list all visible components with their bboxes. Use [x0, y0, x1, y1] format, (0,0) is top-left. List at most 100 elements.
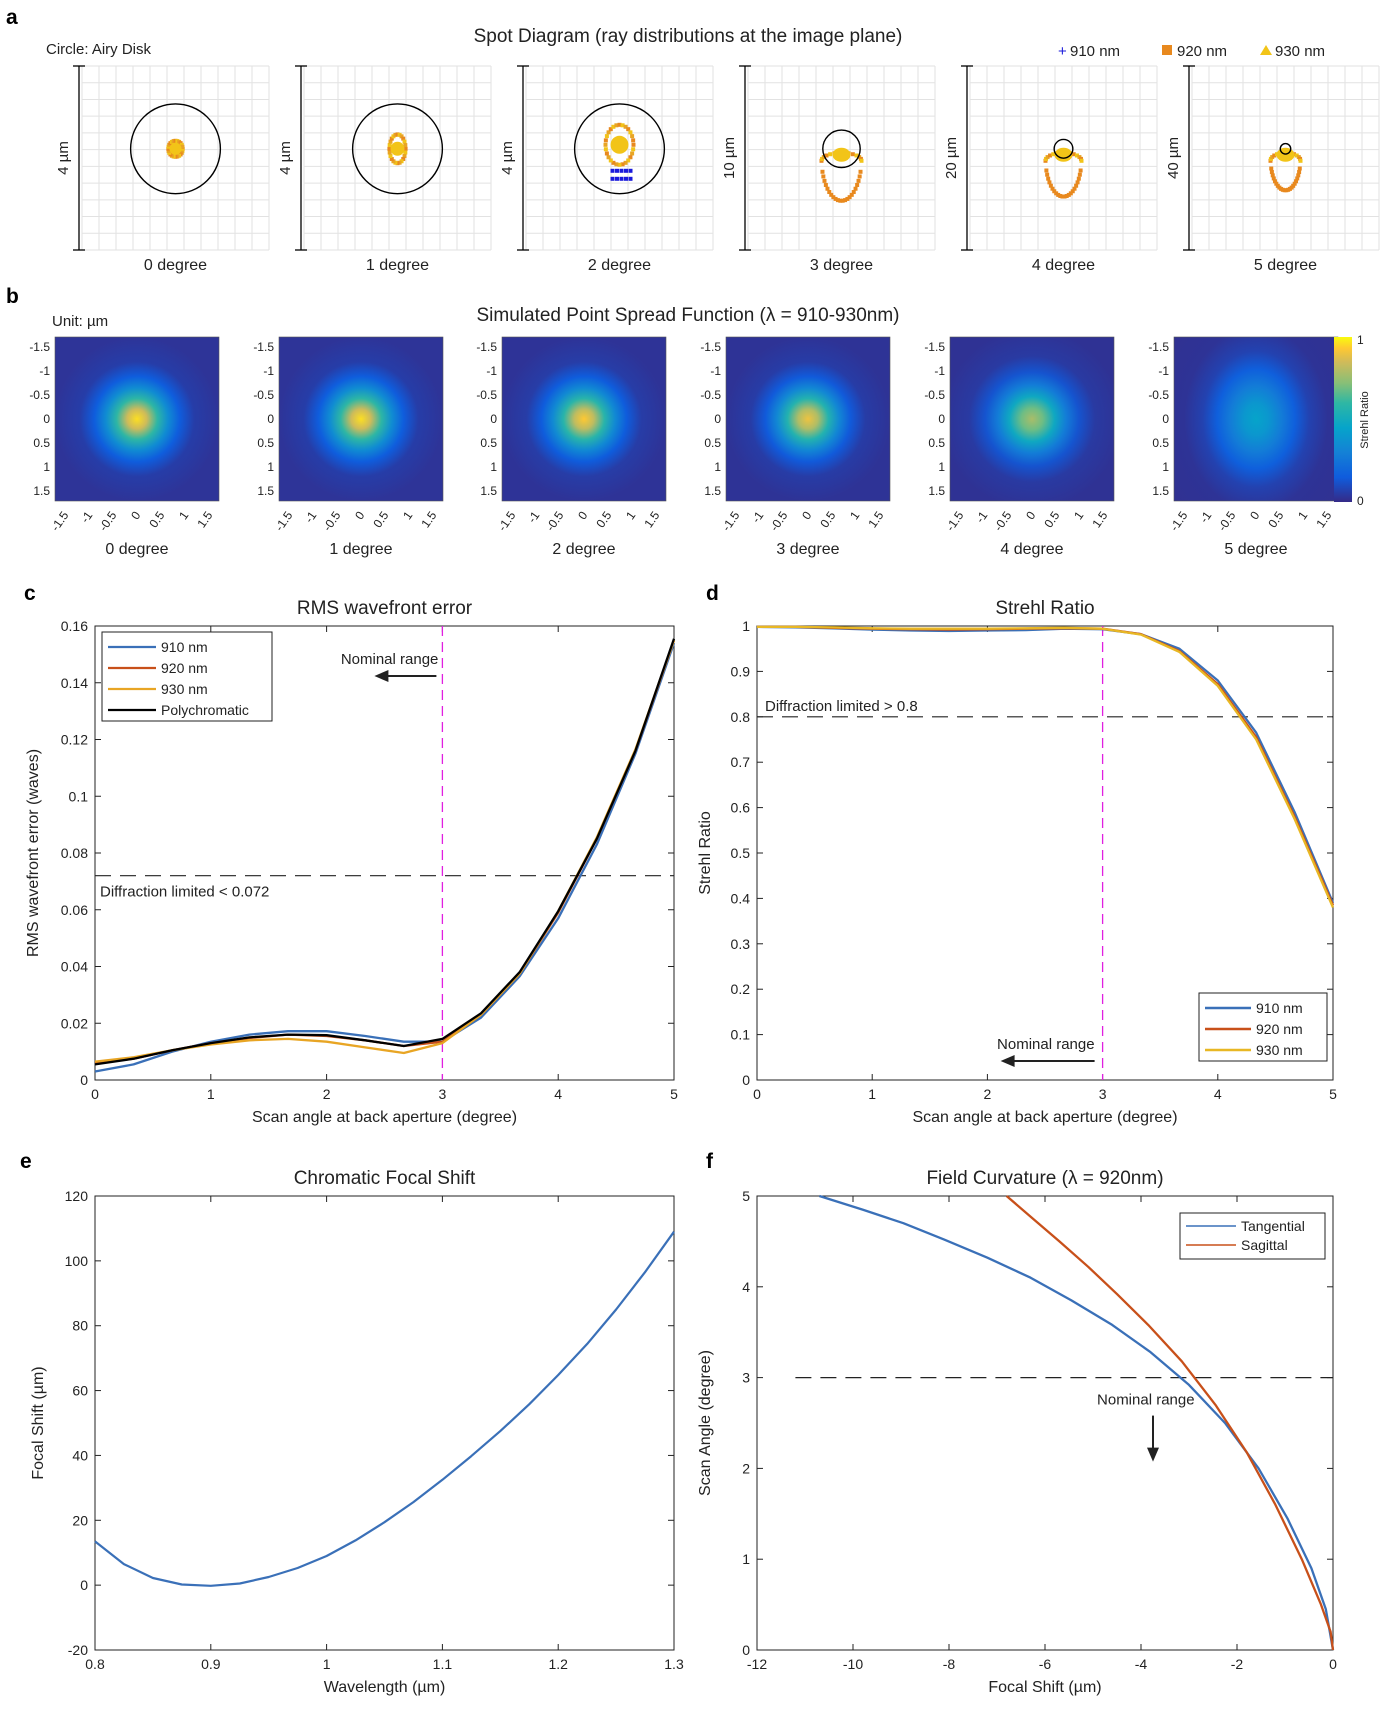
ray-dot — [631, 142, 636, 147]
psf-ytick: 1.5 — [704, 484, 721, 498]
airy-disk-circle — [573, 103, 666, 195]
hline-label: Diffraction limited < 0.072 — [100, 884, 269, 901]
psf-xtick: 0.5 — [593, 508, 614, 530]
airy-disk-circle — [1279, 142, 1292, 155]
ray-dot — [1056, 192, 1061, 197]
y-tick-label: 100 — [65, 1253, 89, 1269]
ray-dot — [1271, 176, 1276, 181]
psf-image — [1174, 337, 1338, 501]
ray-dot — [1060, 194, 1065, 199]
psf-xtick: -0.5 — [991, 508, 1015, 533]
ray-dot — [387, 143, 392, 148]
legend-930-marker — [1260, 45, 1272, 55]
psf-xtick: 0 — [1023, 508, 1038, 522]
ray-dot — [403, 143, 408, 148]
psf-ytick: -0.5 — [29, 388, 50, 402]
ray-dot — [393, 132, 398, 137]
legend-910-label: 910 nm — [1070, 43, 1120, 60]
legend-910-marker: + — [1058, 43, 1067, 60]
psf-ytick: 1.5 — [928, 484, 945, 498]
ray-dot — [395, 132, 400, 137]
airy-disk-circle — [822, 129, 861, 169]
ray-dot — [1298, 158, 1303, 163]
y-tick-label: 0.1 — [69, 788, 89, 804]
legend-label: 920 nm — [1256, 1021, 1303, 1037]
y-tick-label: 0 — [80, 1577, 88, 1593]
psf-xtick: 0.5 — [146, 508, 167, 530]
ray-dot — [1275, 183, 1280, 188]
psf-image — [502, 337, 666, 501]
y-tick-label: 0.3 — [731, 936, 751, 952]
spot-panel-4: 20 µm 4 degree — [943, 65, 1158, 274]
legend-label: Tangential — [1241, 1218, 1305, 1234]
ray-dot — [827, 190, 832, 195]
series-line-sagittal — [1005, 1195, 1335, 1651]
panel-letter-e: e — [20, 1150, 32, 1173]
psf-xtick: 1 — [176, 508, 191, 522]
x-tick-label: 3 — [1099, 1086, 1107, 1102]
ray-dot — [843, 198, 848, 203]
psf-xtick: 1 — [847, 508, 862, 522]
ray-dot — [847, 195, 852, 200]
psf-ytick: -1 — [486, 364, 497, 378]
psf-panel-label: 2 degree — [552, 541, 615, 558]
ray-dot — [603, 142, 608, 147]
y-tick-label: 80 — [72, 1318, 88, 1334]
legend-label: 930 nm — [1256, 1042, 1303, 1058]
y-tick-label: 0.6 — [731, 800, 751, 816]
psf-ytick: 1.5 — [33, 484, 50, 498]
ray-dot — [1046, 176, 1051, 181]
panel-letter-f: f — [706, 1150, 714, 1173]
ray-dot — [402, 139, 407, 144]
psf-xtick: 1.5 — [641, 508, 662, 530]
legend-label: 930 nm — [161, 681, 208, 697]
psf-ytick: 0.5 — [704, 436, 721, 450]
psf-ytick: 1 — [1162, 460, 1169, 474]
spot-panel-3: 10 µm 3 degree — [721, 65, 936, 274]
legend: Tangential Sagittal — [1179, 1212, 1326, 1260]
ray-dot — [628, 155, 633, 160]
scale-label: 4 µm — [55, 141, 72, 175]
psf-ytick: 0 — [490, 412, 497, 426]
x-tick-label: 4 — [554, 1086, 562, 1102]
ray-dot — [1075, 180, 1080, 185]
psf-xtick: 1.5 — [1089, 508, 1110, 530]
psf-ytick: -1 — [710, 364, 721, 378]
ray-dot — [389, 156, 394, 161]
plot-area — [756, 1195, 1334, 1651]
ray-dot — [623, 160, 628, 165]
ray-dot — [604, 134, 609, 139]
psf-image — [726, 337, 890, 501]
ray-dot — [1070, 189, 1075, 194]
psf-ytick: 0.5 — [257, 436, 274, 450]
ray-dot — [611, 160, 616, 165]
psf-colorbar: 1 0 Strehl Ratio — [1334, 333, 1371, 508]
ray-dot — [604, 151, 609, 156]
legend-label: Sagittal — [1241, 1237, 1288, 1253]
ray-dot — [166, 146, 171, 151]
psf-xtick: -0.5 — [767, 508, 791, 533]
psf-ytick: -1 — [39, 364, 50, 378]
colorbar-min: 0 — [1357, 494, 1364, 508]
psf-ytick: -1.5 — [924, 340, 945, 354]
psf-image — [279, 337, 443, 501]
psf-image — [55, 337, 219, 501]
ray-dot — [823, 182, 828, 187]
psf-ytick: 1 — [714, 460, 721, 474]
spot-diagram-title: Spot Diagram (ray distributions at the i… — [474, 26, 903, 47]
psf-ytick: -1.5 — [1148, 340, 1169, 354]
scale-label: 4 µm — [277, 141, 294, 175]
x-tick-label: 1 — [323, 1656, 331, 1672]
x-tick-label: 5 — [670, 1086, 678, 1102]
psf-xtick: -0.5 — [1215, 508, 1239, 533]
y-tick-label: 1 — [742, 1551, 750, 1567]
panel-letter-a: a — [6, 6, 18, 29]
x-tick-label: 4 — [1214, 1086, 1222, 1102]
psf-xtick: 0 — [352, 508, 367, 522]
psf-panel-label: 0 degree — [105, 541, 168, 558]
spot-panel-label: 5 degree — [1254, 257, 1317, 274]
ray-dot — [387, 150, 392, 155]
